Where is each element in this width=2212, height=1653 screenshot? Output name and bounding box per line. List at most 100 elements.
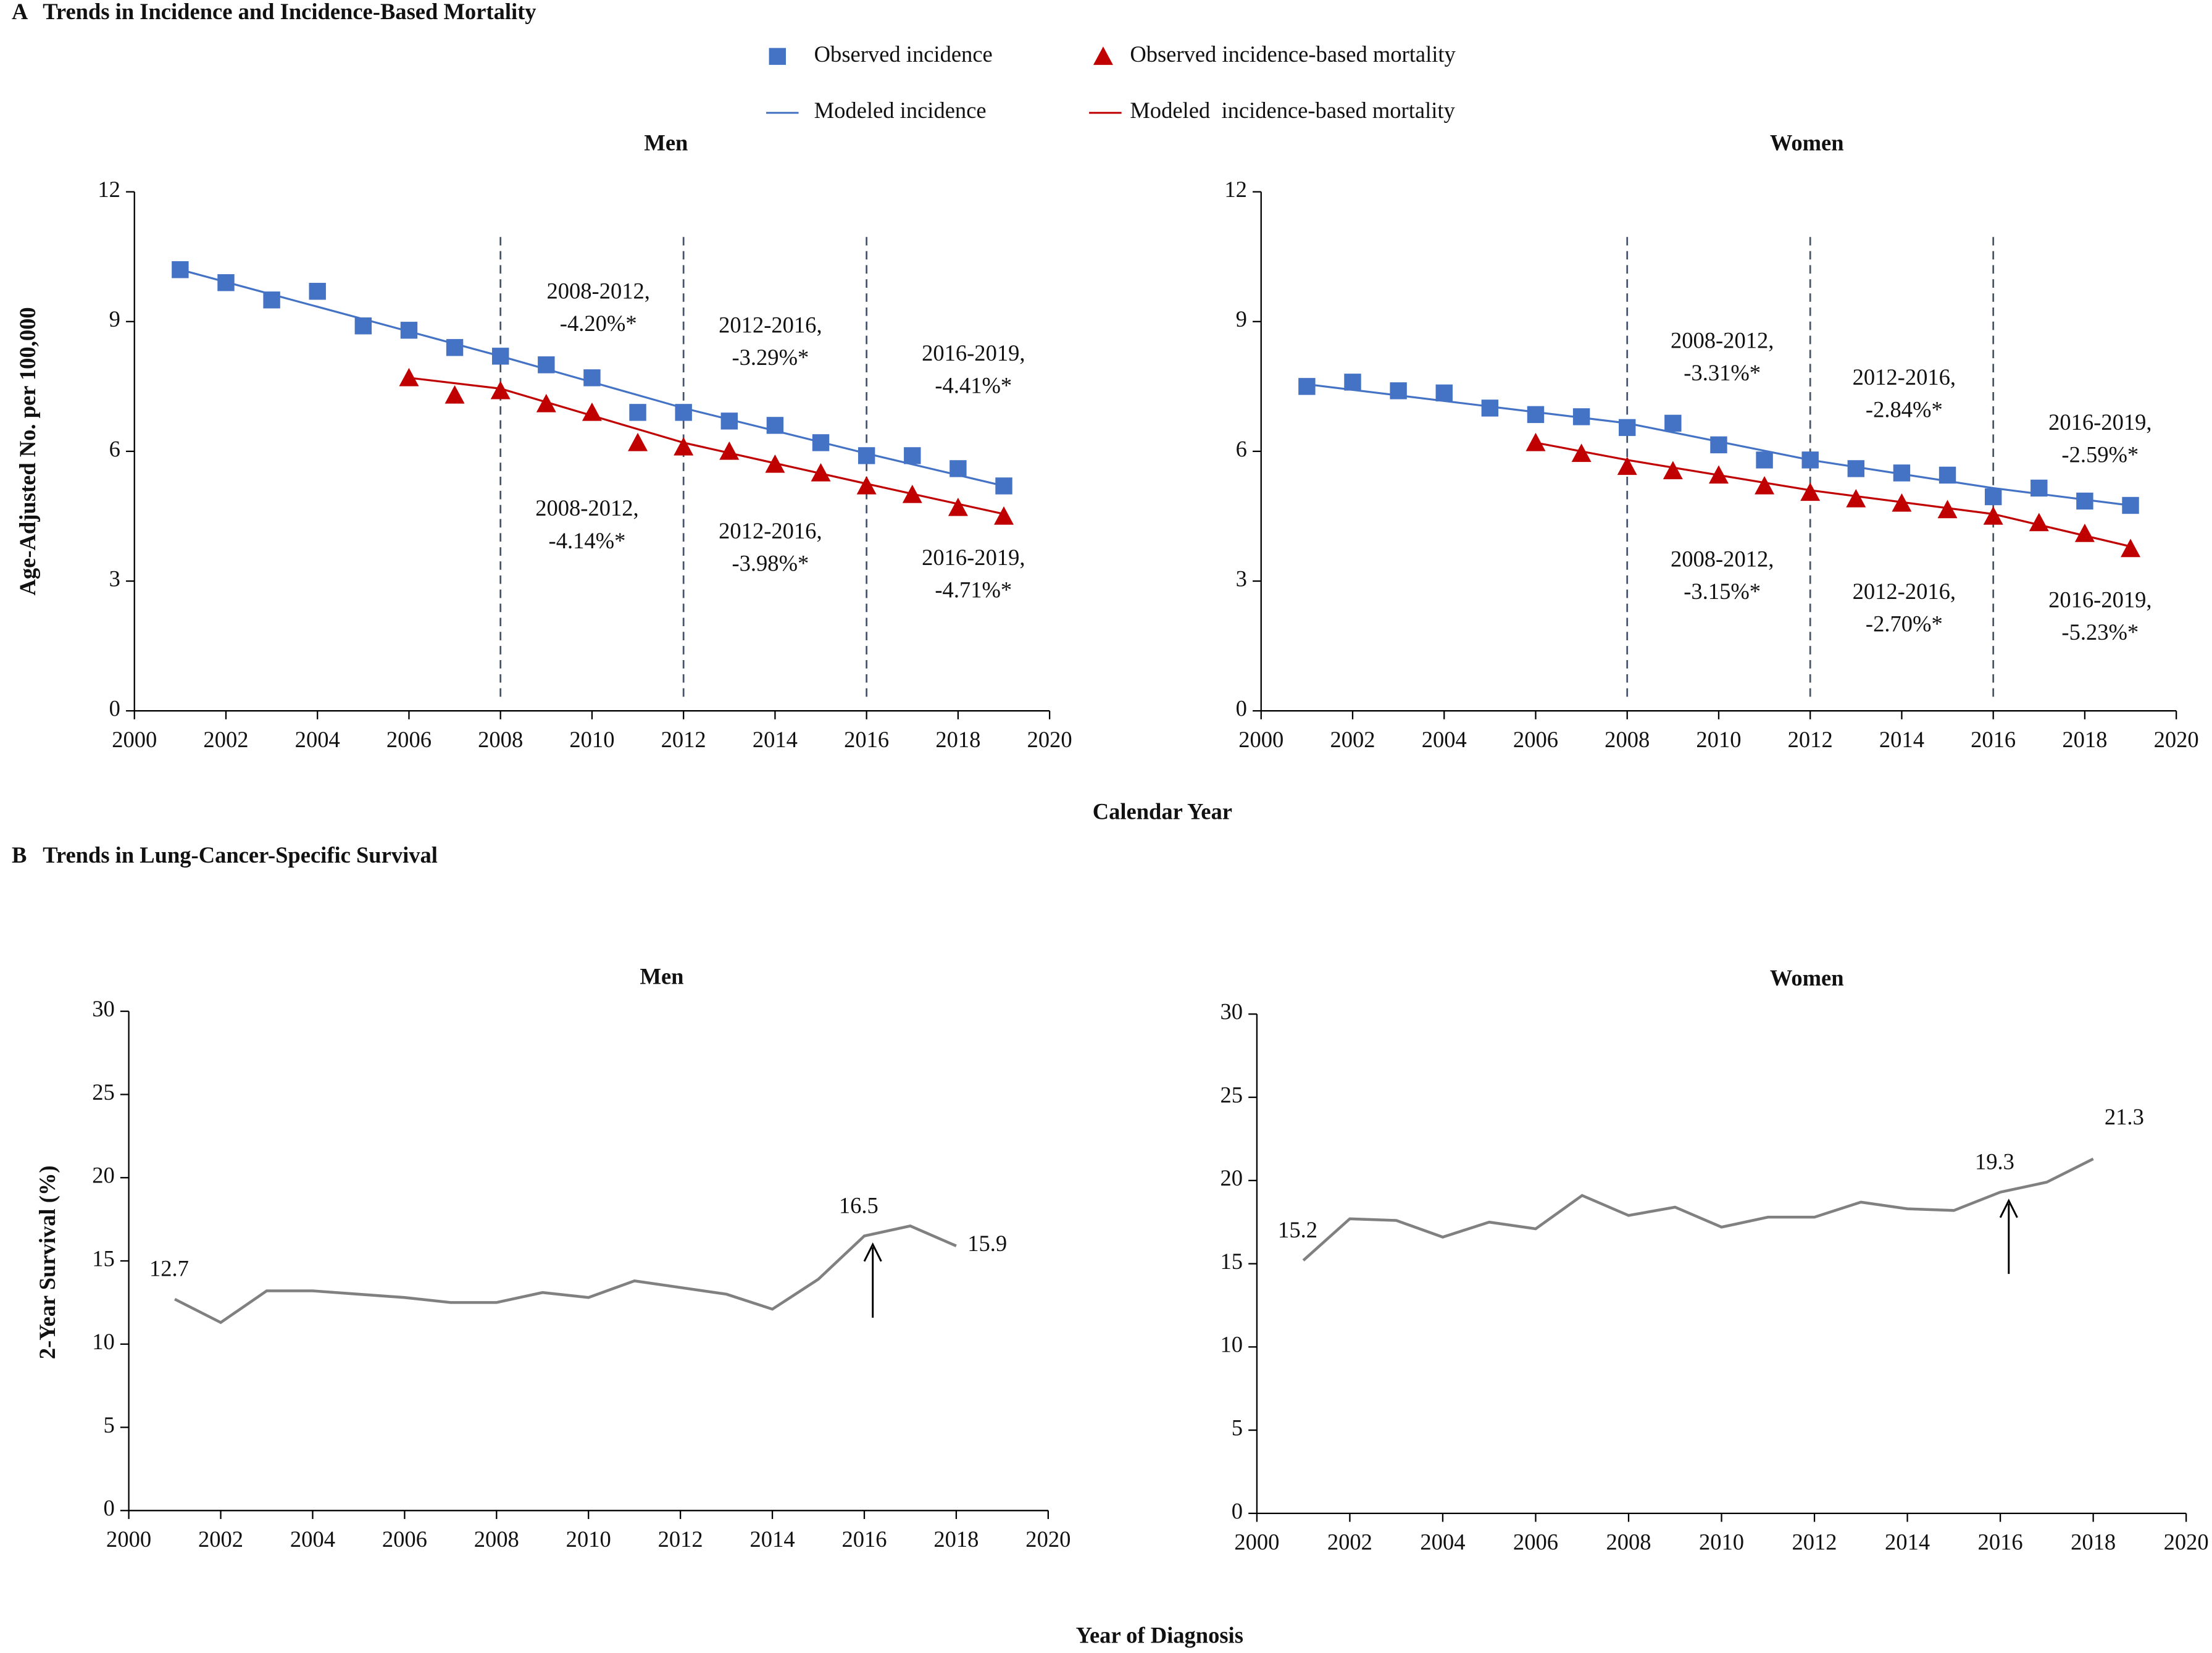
x-tick-label: 2000: [106, 1526, 151, 1552]
point: [856, 475, 877, 495]
x-tick-label: 2010: [569, 727, 614, 752]
x-tick-label: 2006: [382, 1526, 427, 1552]
legend-label: Modeled incidence: [814, 98, 987, 123]
annotation: -3.29%*: [732, 345, 809, 370]
x-tick-label: 2018: [933, 1526, 979, 1552]
x-tick-label: 2016: [1971, 727, 2016, 752]
x-tick-label: 2016: [1978, 1530, 2023, 1555]
x-tick-label: 2000: [1238, 727, 1283, 752]
point: [1617, 456, 1637, 475]
x-tick-label: 2018: [2062, 727, 2107, 752]
annotation: -4.41%*: [935, 373, 1012, 398]
legend-label: Observed incidence: [814, 41, 993, 67]
legend-label: Modeled incidence-based mortality: [1130, 98, 1455, 123]
point: [1664, 414, 1682, 432]
y-tick-label: 20: [92, 1163, 115, 1188]
x-tick-label: 2000: [112, 727, 157, 752]
point: [948, 497, 968, 516]
annotation: 2008-2012,: [1671, 546, 1774, 571]
x-tick-label: 2014: [1879, 727, 1924, 752]
legend-marker: [769, 48, 787, 65]
point: [1983, 506, 2003, 525]
x-tick-label: 2020: [2164, 1530, 2209, 1555]
annotation: -3.31%*: [1684, 360, 1761, 385]
point: [1800, 482, 1821, 501]
annotation: -4.71%*: [935, 577, 1012, 603]
data-label: 15.9: [967, 1231, 1007, 1256]
y-tick-label: 12: [1224, 177, 1247, 202]
y-tick-label: 10: [1221, 1332, 1243, 1357]
point: [1344, 374, 1361, 391]
y-tick-label: 0: [103, 1496, 114, 1521]
arrow-head: [863, 1242, 882, 1262]
chart-title: Women: [1770, 130, 1844, 156]
x-tick-label: 2020: [1025, 1526, 1071, 1552]
y-tick-label: 6: [109, 436, 120, 461]
x-tick-label: 2002: [203, 727, 248, 752]
x-tick-label: 2002: [1330, 727, 1375, 752]
x-tick-label: 2018: [935, 727, 980, 752]
y-tick-label: 0: [1236, 696, 1247, 721]
point: [309, 283, 326, 300]
series-line: [174, 1224, 957, 1324]
chart-title: Men: [640, 964, 683, 989]
x-axis-label: Calendar Year: [1093, 798, 1232, 824]
annotation: -4.20%*: [560, 311, 637, 336]
point: [2029, 513, 2049, 532]
point: [994, 506, 1014, 525]
series-line: [180, 269, 1004, 487]
annotation: -2.70%*: [1866, 611, 1943, 637]
annotation: 2016-2019,: [2048, 587, 2151, 613]
x-tick-label: 2008: [478, 727, 523, 752]
point: [628, 432, 648, 451]
point: [444, 385, 465, 404]
y-axis-label: Age-Adjusted No. per 100,000: [15, 307, 40, 595]
y-tick-label: 15: [1221, 1249, 1243, 1274]
y-tick-label: 5: [1232, 1415, 1243, 1440]
point: [1984, 488, 2002, 506]
data-label: 19.3: [1975, 1149, 2014, 1174]
x-tick-label: 2014: [750, 1526, 795, 1552]
panel-label: B: [12, 842, 27, 868]
point: [674, 437, 694, 456]
x-tick-label: 2010: [1696, 727, 1741, 752]
x-tick-label: 2008: [1605, 727, 1650, 752]
x-tick-label: 2004: [295, 727, 340, 752]
y-tick-label: 30: [92, 996, 115, 1021]
x-tick-label: 2018: [2071, 1530, 2116, 1555]
y-tick-label: 15: [92, 1245, 115, 1271]
x-tick-label: 2012: [1792, 1530, 1837, 1555]
annotation: 2012-2016,: [719, 312, 822, 337]
x-tick-label: 2012: [661, 727, 706, 752]
y-tick-label: 25: [92, 1079, 115, 1105]
x-axis-label: Year of Diagnosis: [1076, 1622, 1243, 1647]
point: [1527, 406, 1545, 424]
series-line: [409, 377, 1004, 516]
point: [2074, 524, 2095, 542]
x-tick-label: 2010: [1699, 1530, 1744, 1555]
y-tick-label: 20: [1221, 1165, 1243, 1191]
x-tick-label: 2020: [2154, 727, 2199, 752]
panel-title: Trends in Lung-Cancer-Specific Survival: [43, 842, 438, 868]
x-tick-label: 2000: [1234, 1530, 1279, 1555]
y-tick-label: 25: [1221, 1082, 1243, 1107]
x-tick-label: 2012: [1788, 727, 1833, 752]
y-tick-label: 0: [109, 696, 120, 721]
y-tick-label: 6: [1236, 436, 1247, 461]
point: [904, 447, 921, 464]
x-tick-label: 2014: [1885, 1530, 1930, 1555]
annotation: -4.14%*: [549, 528, 626, 553]
point: [1525, 432, 1546, 451]
annotation: 2012-2016,: [719, 518, 822, 543]
x-tick-label: 2004: [290, 1526, 335, 1552]
y-tick-label: 9: [109, 306, 120, 332]
panel-title: Trends in Incidence and Incidence-Based …: [43, 0, 536, 24]
data-label: 16.5: [839, 1192, 879, 1218]
data-label: 21.3: [2105, 1104, 2144, 1129]
series-line: [1306, 383, 2131, 507]
y-tick-label: 3: [109, 566, 120, 591]
x-tick-label: 2020: [1027, 727, 1072, 752]
x-tick-label: 2016: [841, 1526, 887, 1552]
